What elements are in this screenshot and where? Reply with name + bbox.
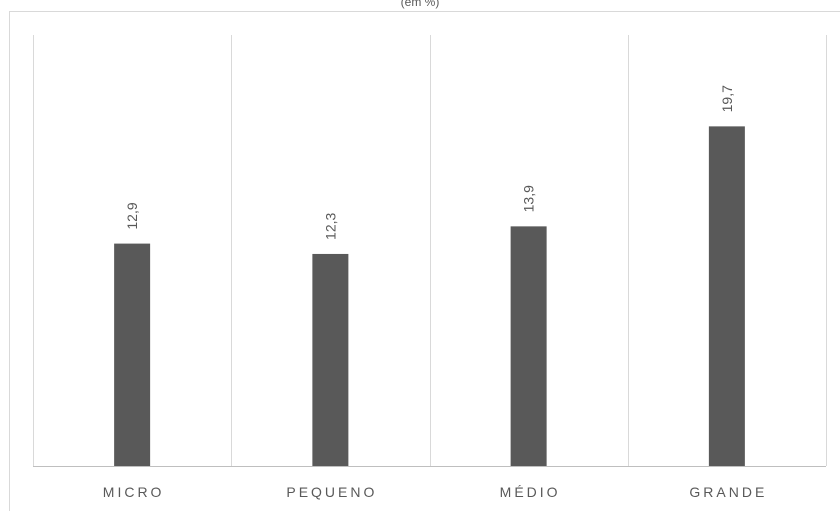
bar-micro [114, 243, 151, 466]
data-label: 13,9 [521, 185, 537, 212]
x-tick-label: MÉDIO [500, 484, 561, 500]
data-label: 19,7 [719, 85, 735, 112]
bar-layer [114, 126, 745, 466]
x-axis-tick-layer: MICRO PEQUENO MÉDIO GRANDE [103, 484, 767, 500]
x-tick-label: GRANDE [689, 484, 767, 500]
grid-layer [33, 35, 827, 466]
bar-médio [510, 226, 547, 466]
data-label: 12,9 [124, 202, 140, 229]
chart-title: (em %) [401, 0, 440, 9]
x-tick-label: PEQUENO [286, 484, 377, 500]
data-label: 12,3 [322, 212, 338, 239]
x-tick-label: MICRO [103, 484, 165, 500]
chart-border [9, 11, 840, 511]
bar-grande [708, 126, 745, 466]
bar-pequeno [312, 253, 349, 466]
data-label-layer: 12,9 12,3 13,9 19,7 [124, 85, 735, 240]
